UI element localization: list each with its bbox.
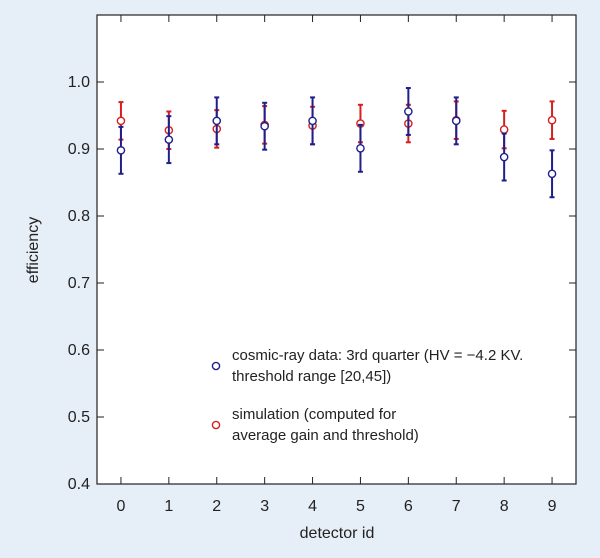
data-point — [356, 144, 365, 153]
x-axis-title: detector id — [300, 525, 375, 542]
data-point — [116, 146, 126, 155]
data-legend-label: threshold range [20,45]) — [232, 368, 391, 385]
x-tick-label: 3 — [260, 498, 269, 515]
x-tick-label: 6 — [404, 498, 413, 515]
y-tick-label: 0.4 — [68, 476, 90, 493]
x-tick-label: 2 — [212, 498, 221, 515]
simulation-point — [116, 116, 126, 126]
x-tick-label: 0 — [116, 498, 125, 515]
x-tick-label: 1 — [164, 498, 173, 515]
x-tick-label: 9 — [548, 498, 557, 515]
legend: cosmic-ray data: 3rd quarter (HV = −4.2 … — [211, 347, 523, 444]
x-tick-label: 5 — [356, 498, 365, 515]
y-tick-label: 0.6 — [68, 342, 90, 359]
data-point — [164, 135, 174, 144]
data-point — [404, 107, 413, 116]
data-point — [451, 116, 461, 126]
y-tick-label: 0.7 — [68, 275, 90, 292]
y-tick-label: 1.0 — [68, 74, 90, 91]
data-legend-label: cosmic-ray data: 3rd quarter (HV = −4.2 … — [232, 347, 523, 364]
simulation-legend-label: average gain and threshold) — [232, 427, 419, 444]
simulation-point — [499, 125, 509, 134]
x-tick-label: 8 — [500, 498, 509, 515]
y-axis-title: efficiency — [25, 217, 42, 283]
x-tick-label: 7 — [452, 498, 461, 515]
simulation-point — [547, 115, 557, 125]
series-layer — [116, 87, 557, 199]
x-axis: 0 1 2 3 4 5 6 7 8 9 — [116, 15, 557, 515]
data-legend-marker — [211, 361, 221, 371]
y-axis: 0.4 0.5 0.6 0.7 0.8 0.9 1.0 — [68, 74, 576, 493]
data-point — [212, 116, 222, 126]
y-tick-label: 0.8 — [68, 208, 90, 225]
data-point — [499, 152, 509, 162]
data-point — [260, 121, 269, 131]
data-point — [547, 169, 557, 179]
plot-area — [96, 14, 577, 485]
y-tick-label: 0.9 — [68, 141, 90, 158]
y-tick-label: 0.5 — [68, 409, 90, 426]
simulation-legend-marker — [211, 420, 221, 430]
x-tick-label: 4 — [308, 498, 317, 515]
data-point — [308, 116, 317, 126]
simulation-legend-label: simulation (computed for — [232, 406, 396, 423]
